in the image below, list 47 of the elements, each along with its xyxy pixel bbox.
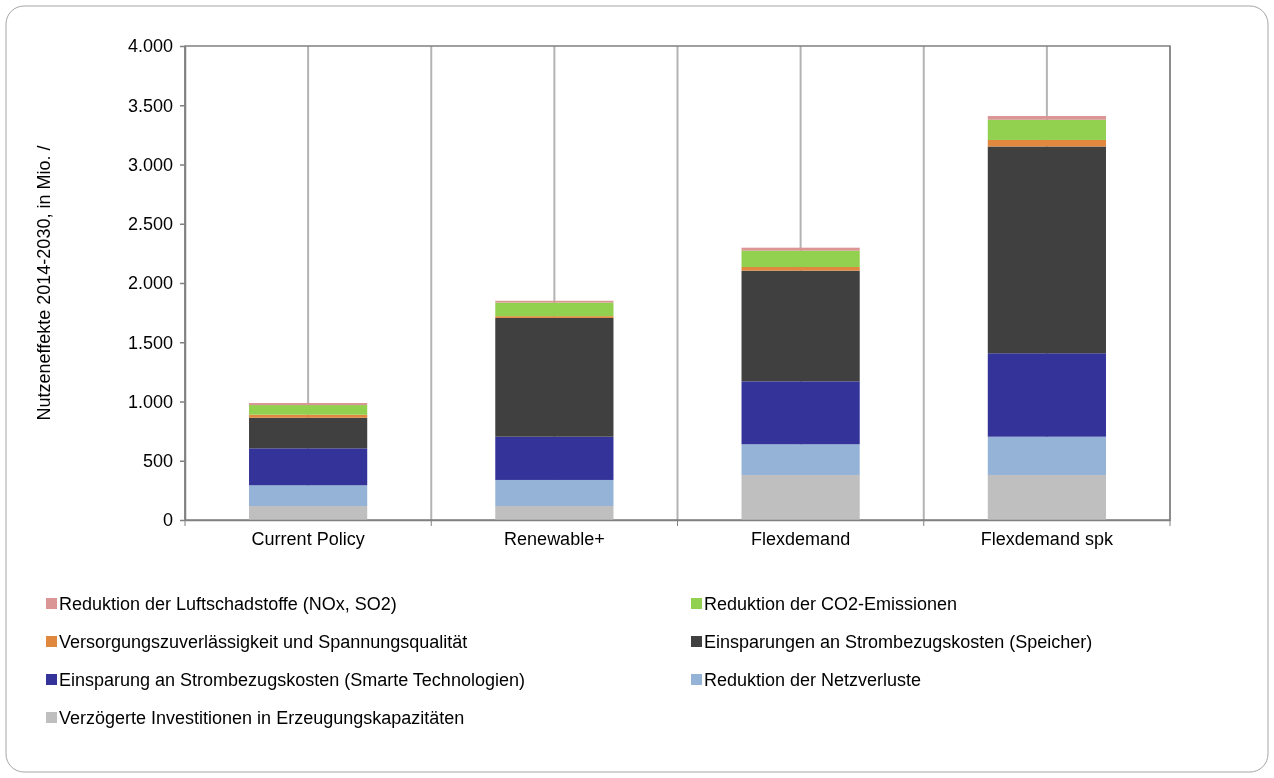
y-tick-label: 0 <box>162 510 173 531</box>
bar <box>249 417 368 449</box>
y-tick-label: 1.500 <box>127 332 173 353</box>
bar <box>741 267 860 271</box>
bar <box>741 270 860 382</box>
bar <box>987 353 1106 437</box>
y-axis-title: Nutzeneffekte 2014-2030, in Mio. / <box>34 145 54 421</box>
legend-label: Reduktion der CO2-Emissionen <box>704 594 958 614</box>
bar <box>741 474 860 520</box>
bar <box>495 317 614 437</box>
bar <box>987 146 1106 354</box>
bar <box>495 506 614 520</box>
bar <box>987 119 1106 140</box>
x-tick-label: Flexdemand <box>751 529 851 549</box>
bar <box>249 414 368 418</box>
bar <box>249 403 368 406</box>
y-tick-label: 1.000 <box>127 391 173 412</box>
y-tick-label: 2.000 <box>127 273 173 294</box>
x-tick-label: Renewable+ <box>504 529 605 549</box>
bar <box>987 116 1106 120</box>
legend-label: Verzögerte Investitionen in Erzeugungskapazitäten <box>59 708 465 728</box>
legend-label: Versorgungszuverlässigkeit und Spannungsqualität <box>59 632 468 652</box>
legend-label: Einsparung an Strombezugskosten (Smarte Technologien) <box>59 670 525 690</box>
bar <box>987 474 1106 520</box>
bar <box>741 444 860 475</box>
y-tick-label: 2.500 <box>127 214 173 235</box>
bar <box>249 448 368 486</box>
bar <box>741 250 860 267</box>
bar <box>987 139 1106 147</box>
bar <box>495 479 614 507</box>
x-tick-label: Current Policy <box>251 529 365 549</box>
legend-label: Reduktion der Luftschadstoffe (NOx, SO2) <box>59 594 397 614</box>
bar <box>741 381 860 445</box>
bar <box>249 405 368 415</box>
y-tick-label: 3.000 <box>127 154 173 175</box>
bar <box>249 485 368 507</box>
bar <box>741 247 860 251</box>
bar <box>495 302 614 317</box>
legend-label: Reduktion der Netzverluste <box>704 670 922 690</box>
bar <box>987 436 1106 475</box>
bar <box>495 436 614 480</box>
y-tick-label: 4.000 <box>127 36 173 57</box>
y-tick-label: 3.500 <box>127 95 173 116</box>
y-tick-label: 500 <box>142 451 173 472</box>
legend-label: Einsparungen an Strombezugskosten (Speicher) <box>704 632 1093 652</box>
bar <box>249 506 368 520</box>
x-tick-label: Flexdemand spk <box>980 529 1114 549</box>
